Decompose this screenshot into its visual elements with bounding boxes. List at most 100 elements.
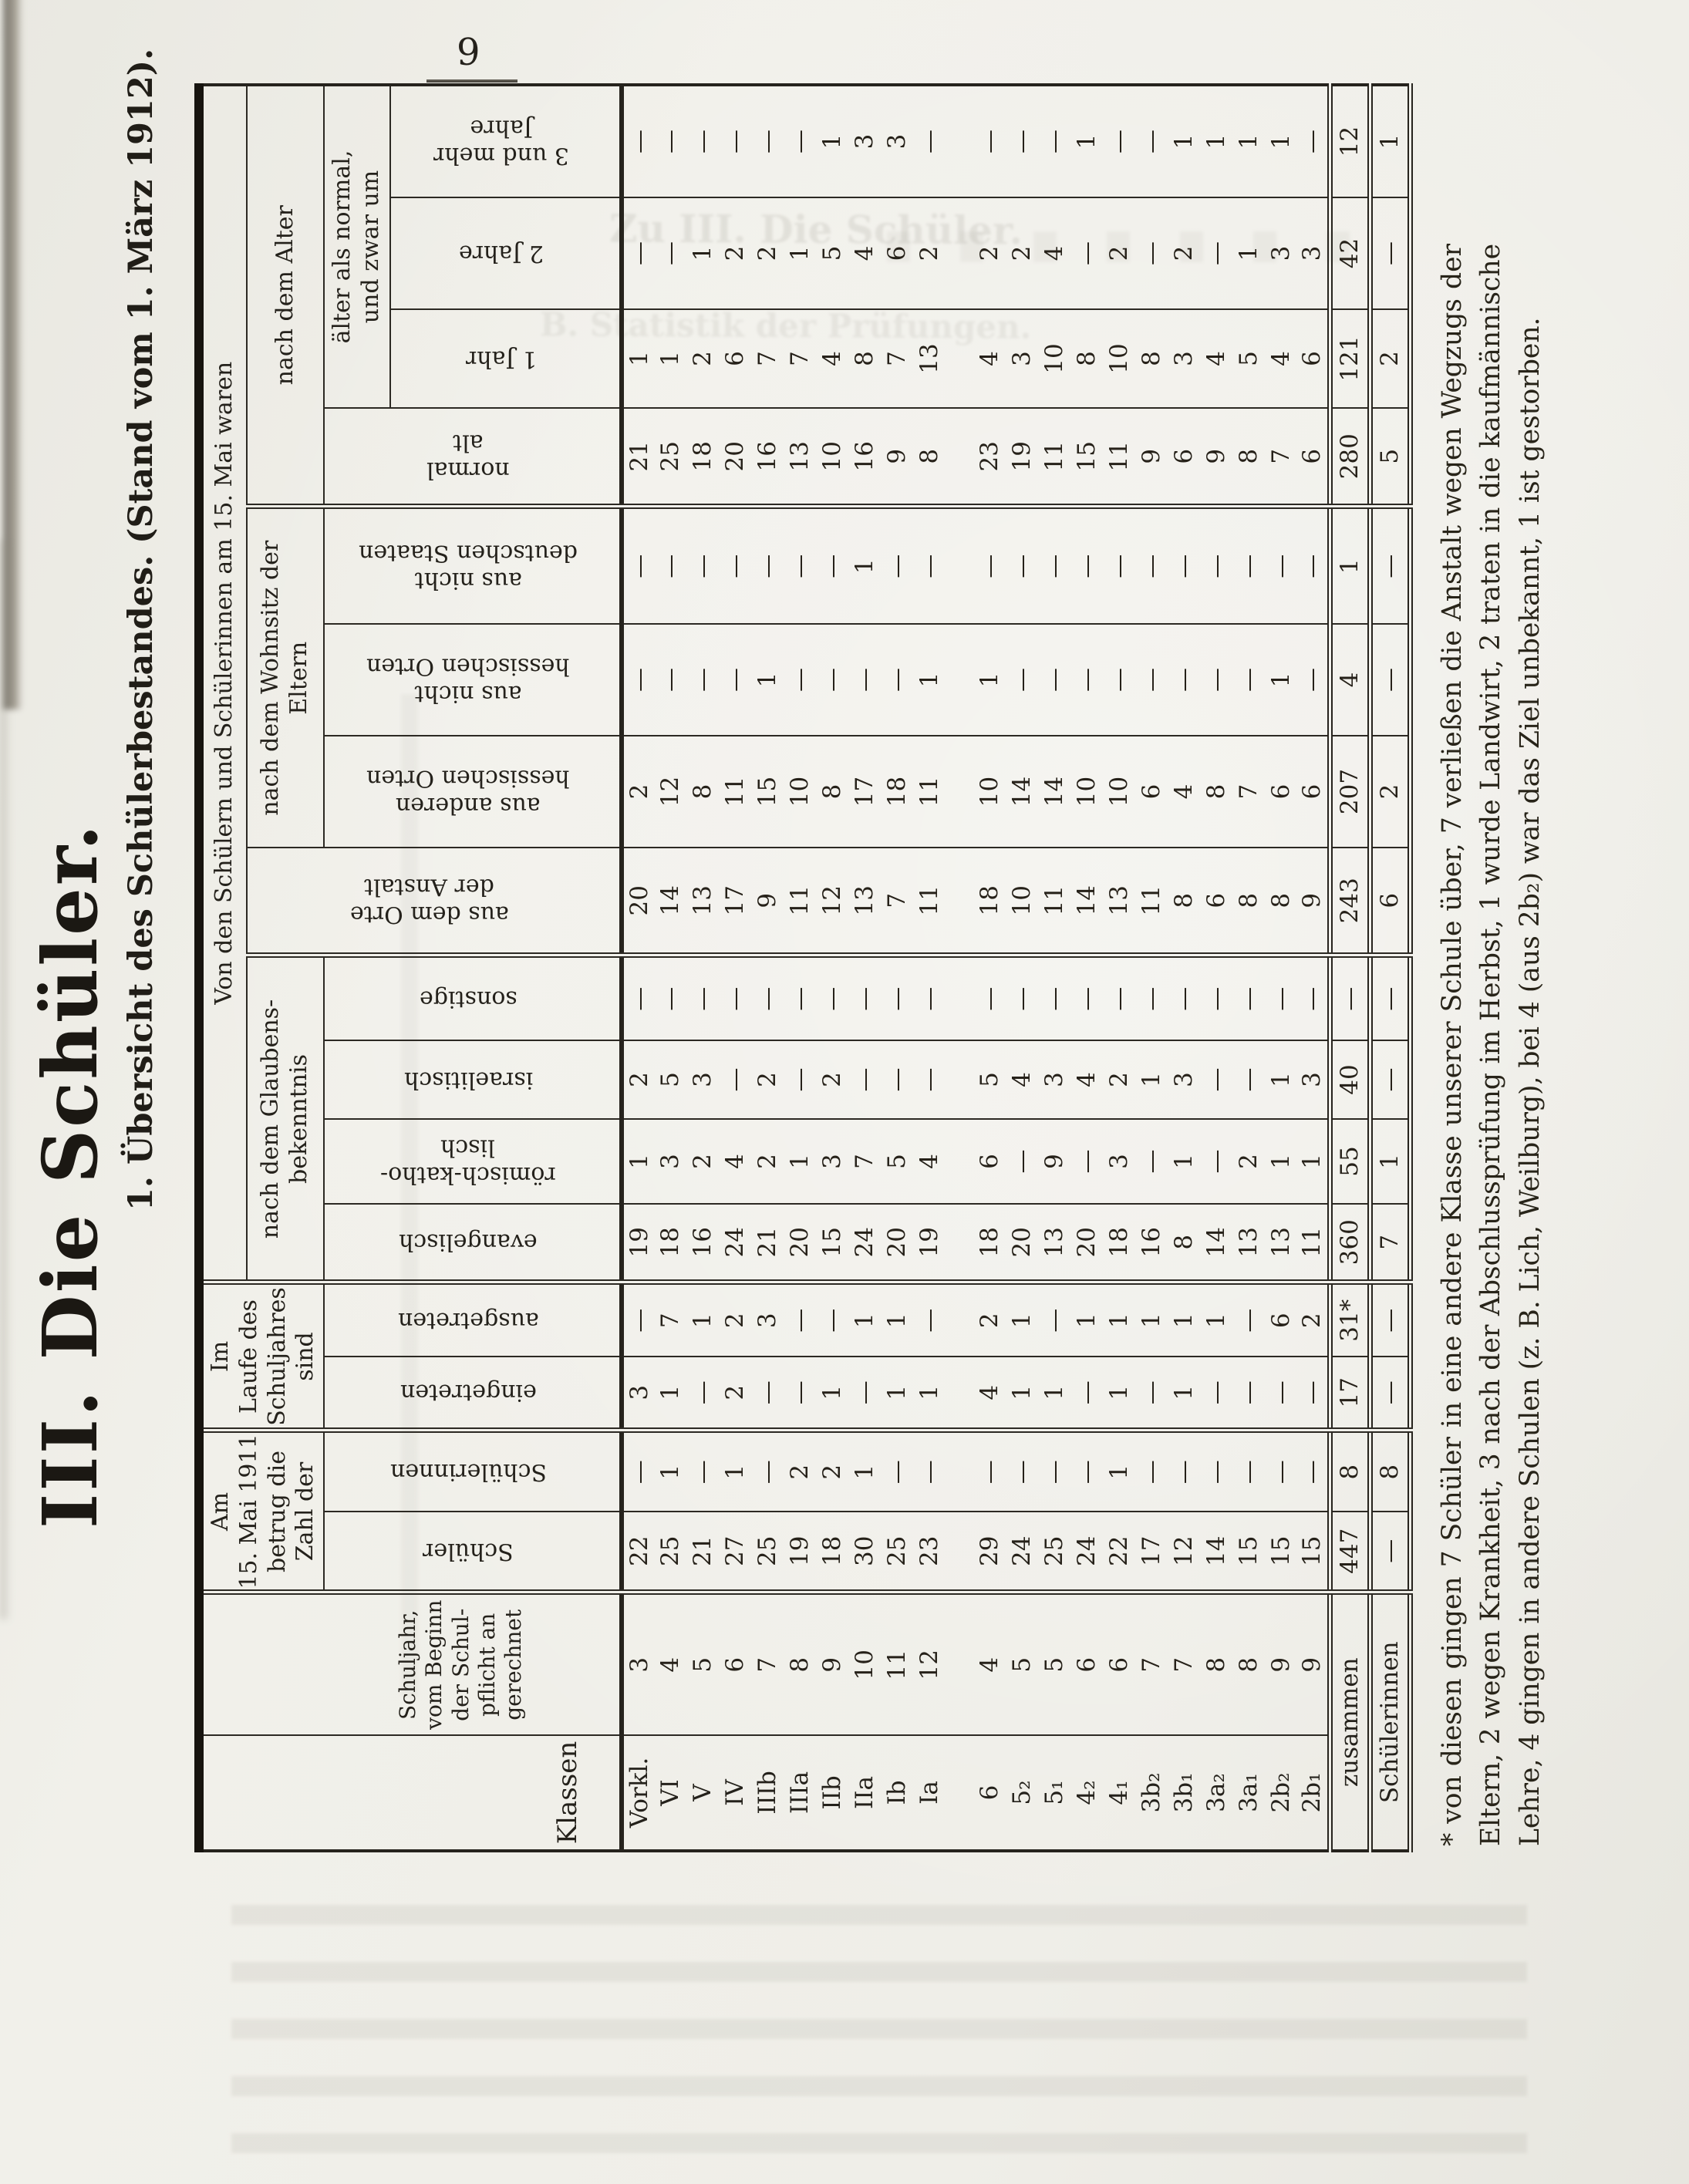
total-row-label: zusammen bbox=[1336, 1657, 1364, 1788]
value-cell: — bbox=[1168, 506, 1200, 624]
value-cell: 3 bbox=[1103, 1118, 1135, 1204]
value-cell: 10 bbox=[1103, 735, 1135, 848]
value-cell: 9 bbox=[1200, 407, 1232, 507]
value-cell: — bbox=[719, 623, 751, 736]
value-cell: 3 bbox=[1038, 1040, 1070, 1119]
header-eingetreten-label: eingetreten bbox=[399, 1379, 537, 1407]
header-sonstige: sonstige bbox=[324, 955, 622, 1040]
value-cell: 1 bbox=[1265, 1040, 1297, 1119]
value-cell: 17 bbox=[1135, 1512, 1168, 1592]
value-cell: 14 bbox=[1038, 735, 1070, 848]
value-cell: 9 bbox=[1297, 847, 1330, 956]
value-cell: 2 bbox=[1370, 735, 1410, 848]
header-nicht-hessische-label: aus nicht hessischen Orten bbox=[366, 652, 571, 707]
value-cell: 11 bbox=[1135, 847, 1168, 956]
value-cell: 30 bbox=[848, 1512, 881, 1592]
value-cell: — bbox=[1135, 84, 1168, 197]
header-nicht-hessische: aus nicht hessischen Orten bbox=[324, 623, 622, 736]
class-row: Ia 12 23—1—19 4— —11 11 1—8 13 2— bbox=[913, 84, 946, 1851]
value-cell: 19 bbox=[913, 1203, 946, 1282]
value-cell: — bbox=[751, 84, 784, 197]
value-cell: — bbox=[1370, 1282, 1410, 1357]
value-cell: 6 bbox=[1135, 735, 1168, 848]
header-1-jahr-label: 1 Jahr bbox=[466, 345, 538, 372]
value-cell: 447 bbox=[1330, 1512, 1370, 1592]
value-cell: 1 bbox=[1070, 84, 1103, 197]
value-cell: 6 bbox=[881, 197, 913, 309]
value-cell: — bbox=[686, 955, 719, 1040]
value-cell: 1 bbox=[751, 623, 784, 736]
value-cell: 13 bbox=[1232, 1203, 1265, 1282]
value-cell: 27 bbox=[719, 1512, 751, 1592]
gap-cell bbox=[946, 1735, 973, 1851]
header-ort-der-anstalt-label: aus dem Orte der Anstalt bbox=[350, 873, 510, 929]
value-cell: 3 bbox=[654, 1118, 686, 1204]
header-3-und-mehr-label: 3 und mehr Jahre bbox=[433, 114, 570, 169]
value-cell: 8 bbox=[1070, 308, 1103, 408]
value-cell: — bbox=[1370, 955, 1410, 1040]
value-cell: — bbox=[1297, 955, 1330, 1040]
value-cell: — bbox=[1038, 1430, 1070, 1512]
value-cell: — bbox=[751, 506, 784, 624]
value-cell: — bbox=[719, 84, 751, 197]
value-cell: 7 bbox=[1370, 1203, 1410, 1282]
value-cell: 1 bbox=[1135, 1040, 1168, 1119]
value-cell: 1 bbox=[1103, 1282, 1135, 1357]
value-cell: 7 bbox=[1265, 407, 1297, 507]
value-cell: 2 bbox=[622, 1040, 654, 1119]
class-row: 3a₂ 8 14— —1 14— — —6 8— —9 4—1 bbox=[1200, 84, 1232, 1851]
value-cell: — bbox=[816, 506, 848, 624]
value-cell: 3 bbox=[848, 84, 881, 197]
value-cell: — bbox=[1038, 84, 1070, 197]
value-cell: — bbox=[1070, 1118, 1103, 1204]
class-row: 2b₁ 9 15— —2 11 1 3—9 6— —6 6 3— bbox=[1297, 84, 1330, 1851]
value-cell: 13 bbox=[686, 847, 719, 956]
value-cell: 18 bbox=[973, 847, 1006, 956]
value-cell: — bbox=[1370, 623, 1410, 736]
value-cell: — bbox=[1006, 955, 1038, 1040]
value-cell: — bbox=[913, 955, 946, 1040]
value-cell: 13 bbox=[1265, 1203, 1297, 1282]
class-label: Ib bbox=[883, 1780, 911, 1805]
header-3-und-mehr: 3 und mehr Jahre bbox=[390, 84, 622, 197]
value-cell: 4 bbox=[973, 1592, 1006, 1735]
value-cell: 11 bbox=[1038, 847, 1070, 956]
value-cell: — bbox=[654, 197, 686, 309]
value-cell: 2 bbox=[1006, 197, 1038, 309]
value-cell: 4 bbox=[1070, 1040, 1103, 1119]
value-cell: 7 bbox=[1168, 1592, 1200, 1735]
gap-cell bbox=[946, 735, 973, 848]
value-cell: 4 bbox=[913, 1118, 946, 1204]
group-gap-row bbox=[946, 84, 973, 1851]
value-cell: — bbox=[1070, 1356, 1103, 1431]
value-cell: 11 bbox=[1038, 407, 1070, 507]
value-cell: — bbox=[1265, 506, 1297, 624]
class-label: 4₁ bbox=[1105, 1780, 1133, 1805]
page-number: 9 bbox=[457, 31, 481, 74]
value-cell: 1 bbox=[686, 197, 719, 309]
header-von-den-schuelern: Von den Schülern und Schülerinnen am 15.… bbox=[199, 84, 247, 1282]
value-cell: — bbox=[1038, 955, 1070, 1040]
value-cell: 2 bbox=[719, 1356, 751, 1431]
value-cell: 17 bbox=[1330, 1356, 1370, 1431]
value-cell: 10 bbox=[848, 1592, 881, 1735]
value-cell: — bbox=[848, 623, 881, 736]
value-cell: 11 bbox=[1103, 407, 1135, 507]
header-evangelisch: evangelisch bbox=[324, 1203, 622, 1282]
value-cell: 8 bbox=[1168, 847, 1200, 956]
value-cell: 16 bbox=[751, 407, 784, 507]
value-cell: 6 bbox=[1370, 847, 1410, 956]
value-cell: 5 bbox=[881, 1118, 913, 1204]
value-cell: — bbox=[1330, 955, 1370, 1040]
value-cell: 1 bbox=[1297, 1118, 1330, 1204]
value-cell: 7 bbox=[1232, 735, 1265, 848]
value-cell: — bbox=[1232, 1430, 1265, 1512]
value-cell: — bbox=[1135, 1430, 1168, 1512]
value-cell: 1 bbox=[816, 1356, 848, 1431]
value-cell: 1 bbox=[913, 623, 946, 736]
value-cell: 42 bbox=[1330, 197, 1370, 309]
header-normal-alt: normal alt bbox=[324, 407, 622, 507]
value-cell: 13 bbox=[1103, 847, 1135, 956]
value-cell: 2 bbox=[816, 1430, 848, 1512]
scan-edge-shadow bbox=[3, 0, 23, 709]
